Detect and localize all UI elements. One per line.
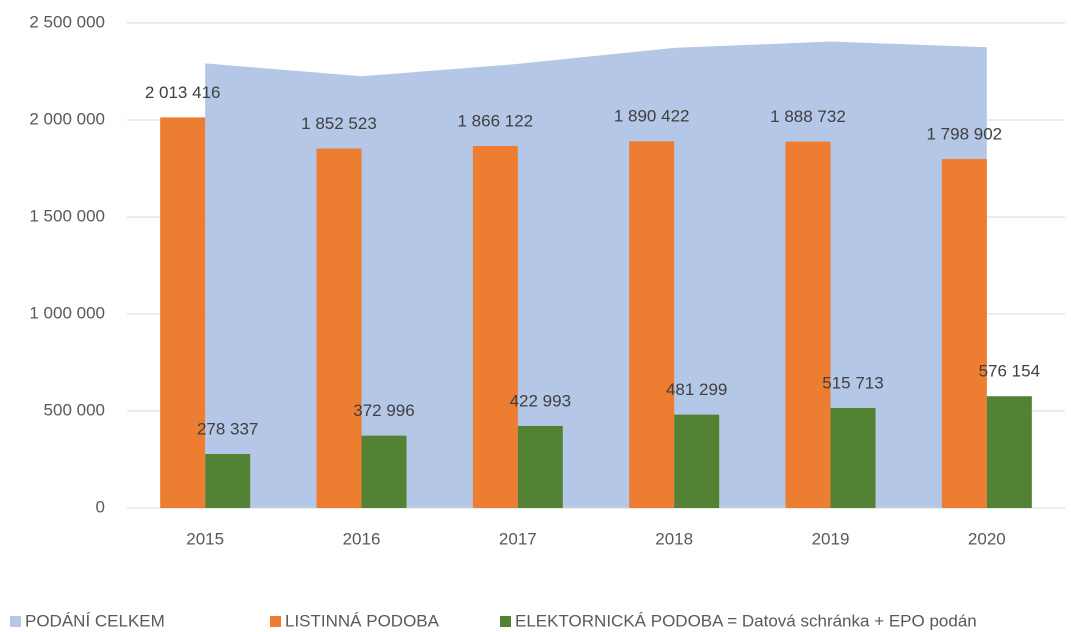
y-tick-label: 1 000 000 [29, 303, 105, 322]
legend-label: PODÁNÍ CELKEM [25, 611, 165, 630]
legend-label: LISTINNÁ PODOBA [285, 611, 440, 630]
data-label: 422 993 [510, 391, 571, 410]
y-tick-label: 2 500 000 [29, 12, 105, 31]
y-tick-label: 1 500 000 [29, 206, 105, 225]
y-tick-label: 500 000 [44, 400, 105, 419]
x-tick-label: 2015 [186, 529, 224, 548]
y-tick-label: 2 000 000 [29, 109, 105, 128]
legend-label: ELEKTORNICKÁ PODOBA = Datová schránka + … [515, 611, 977, 630]
data-label: 481 299 [666, 380, 727, 399]
x-tick-label: 2020 [968, 529, 1006, 548]
data-label: 515 713 [822, 373, 883, 392]
bar [517, 425, 563, 508]
bar [941, 159, 987, 509]
bar [316, 148, 362, 508]
y-tick-label: 0 [96, 497, 105, 516]
data-label: 278 337 [197, 419, 258, 438]
bar [830, 407, 876, 508]
legend-marker [270, 616, 281, 627]
bar [629, 141, 675, 509]
legend-marker [500, 616, 511, 627]
data-label: 1 890 422 [614, 107, 690, 126]
data-label: 1 888 732 [770, 107, 846, 126]
bar [205, 454, 251, 508]
x-tick-label: 2018 [655, 529, 693, 548]
bar [160, 117, 206, 509]
bar [785, 141, 831, 508]
legend-marker [10, 616, 21, 627]
data-label: 372 996 [353, 401, 414, 420]
data-label: 576 154 [979, 362, 1040, 381]
data-label: 1 852 523 [301, 114, 377, 133]
bar [674, 414, 720, 508]
x-tick-label: 2016 [343, 529, 381, 548]
bar [361, 435, 407, 508]
data-label: 2 013 416 [145, 83, 221, 102]
data-label: 1 866 122 [458, 111, 534, 130]
bar [986, 396, 1032, 508]
x-tick-label: 2017 [499, 529, 537, 548]
bar [472, 145, 518, 508]
x-tick-label: 2019 [812, 529, 850, 548]
data-label: 1 798 902 [927, 124, 1003, 143]
